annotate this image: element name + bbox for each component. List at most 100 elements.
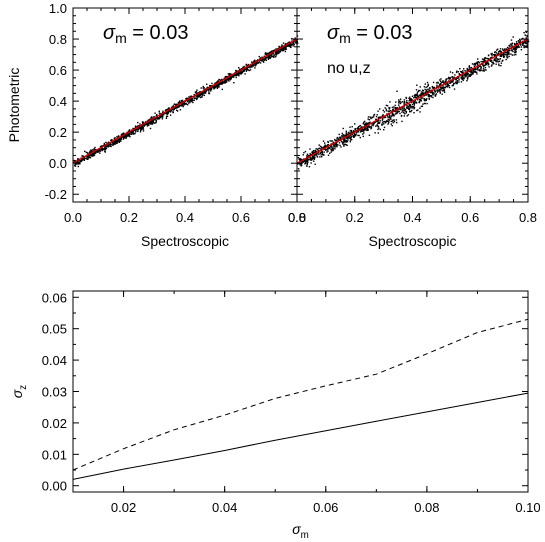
scatter-point: [503, 56, 506, 58]
scatter-point: [299, 158, 301, 160]
scatter-point: [509, 43, 512, 45]
scatter-point: [408, 100, 410, 102]
scatter-point: [489, 60, 492, 62]
scatter-point: [188, 96, 190, 98]
x-tick-label: 0.8: [288, 210, 306, 225]
scatter-point: [329, 152, 331, 154]
scatter-point: [303, 152, 305, 154]
scatter-point: [268, 54, 271, 57]
scatter-point: [403, 99, 406, 101]
scatter-point: [499, 48, 502, 50]
scatter-point: [478, 61, 480, 64]
scatter-point: [414, 93, 417, 96]
scatter-point: [497, 48, 499, 50]
scatter-point: [399, 112, 401, 115]
scatter-point: [281, 45, 283, 47]
scatter-point: [224, 82, 226, 84]
scatter-point: [404, 110, 407, 112]
scatter-point: [476, 62, 478, 64]
scatter-point: [326, 144, 329, 147]
scatter-point: [221, 78, 223, 81]
scatter-point: [474, 71, 476, 73]
scatter-point: [257, 59, 259, 61]
scatter-point: [440, 89, 442, 91]
scatter-point: [245, 63, 248, 66]
scatter-point: [129, 136, 131, 138]
scatter-point: [403, 101, 405, 104]
scatter-point: [275, 55, 277, 57]
scatter-point: [456, 70, 458, 72]
scatter-point: [83, 158, 85, 161]
scatter-point: [484, 59, 486, 61]
scatter-point: [237, 74, 239, 76]
scatter-point: [208, 88, 210, 90]
scatter-point: [343, 145, 345, 147]
scatter-point: [387, 116, 390, 118]
scatter-point: [332, 148, 334, 150]
scatter-point: [506, 55, 509, 57]
scatter-point: [142, 121, 144, 124]
scatter-point: [252, 65, 254, 67]
scatter-point: [88, 152, 90, 155]
scatter-point: [349, 126, 351, 128]
scatter-point: [146, 125, 149, 127]
scatter-point: [195, 98, 198, 101]
scatter-point: [381, 115, 384, 117]
scatter-point: [93, 152, 95, 155]
scatter-point: [334, 148, 336, 150]
scatter-point: [449, 82, 451, 84]
scatter-point: [161, 116, 164, 118]
scatter-point: [521, 44, 524, 46]
scatter-point: [154, 118, 156, 121]
scatter-point: [374, 121, 376, 123]
scatter-point: [449, 86, 451, 89]
scatter-point: [130, 133, 133, 135]
scatter-point: [388, 107, 390, 109]
scatter-point: [403, 111, 405, 114]
scatter-point: [319, 145, 322, 148]
scatter-point: [248, 69, 250, 72]
scatter-point: [379, 116, 381, 118]
scatter-point: [120, 138, 123, 140]
scatter-point: [389, 114, 391, 116]
scatter-point: [323, 151, 325, 153]
scatter-point: [152, 122, 154, 124]
scatter-point: [402, 110, 404, 112]
scatter-point: [451, 76, 453, 78]
scatter-point: [322, 140, 325, 142]
scatter-point: [401, 107, 403, 109]
scatter-point: [396, 121, 398, 124]
scatter-point: [233, 76, 235, 78]
scatter-point: [90, 150, 92, 152]
scatter-point: [236, 72, 238, 74]
scatter-point: [521, 43, 524, 45]
scatter-point: [292, 45, 294, 47]
scatter-point: [214, 87, 216, 89]
scatter-point: [281, 49, 283, 52]
scatter-point: [285, 46, 287, 48]
scatter-point: [118, 140, 121, 143]
scatter-point: [122, 132, 125, 134]
scatter-point: [463, 77, 465, 79]
scatter-point: [449, 71, 452, 73]
scatter-point: [113, 140, 115, 143]
scatter-point: [303, 160, 306, 162]
scatter-point: [336, 138, 338, 140]
scatter-point: [134, 125, 137, 127]
scatter-point: [459, 68, 461, 70]
scatter-point: [436, 86, 438, 88]
scatter-point: [467, 73, 470, 75]
scatter-point: [128, 129, 131, 131]
scatter-point: [310, 158, 312, 160]
scatter-point: [73, 159, 75, 162]
scatter-point: [465, 72, 467, 75]
scatter-point: [229, 76, 231, 79]
scatter-point: [432, 81, 435, 84]
scatter-point: [76, 161, 78, 164]
scatter-point: [498, 64, 500, 67]
scatter-point: [514, 51, 516, 54]
scatter-point: [484, 66, 487, 69]
scatter-point: [367, 118, 369, 120]
scatter-point: [218, 78, 220, 81]
scatter-point: [403, 107, 405, 109]
